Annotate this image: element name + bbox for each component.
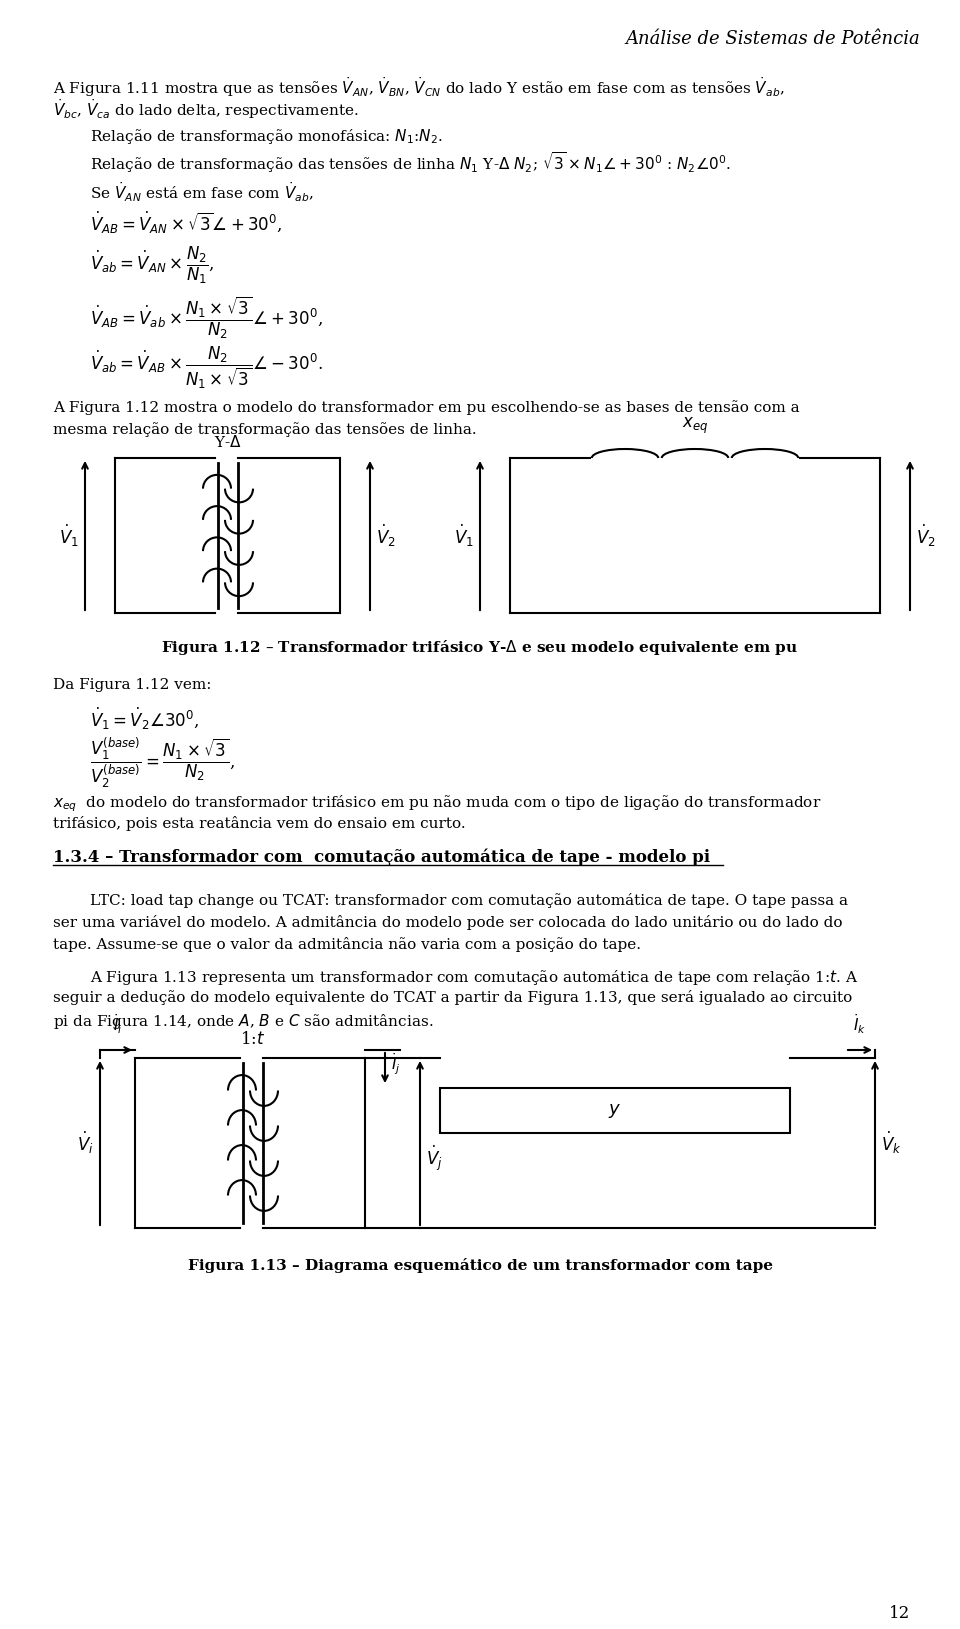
Text: $\dot{V}_{AB}=\dot{V}_{ab}\times\dfrac{N_1\times\sqrt{3}}{N_2}\angle+30^0$,: $\dot{V}_{AB}=\dot{V}_{ab}\times\dfrac{N… [90,295,323,340]
Text: mesma relação de transformação das tensões de linha.: mesma relação de transformação das tensõ… [53,422,476,437]
Text: $\dot{V}_{AB}=\dot{V}_{AN}\times\sqrt{3}\angle+30^0$,: $\dot{V}_{AB}=\dot{V}_{AN}\times\sqrt{3}… [90,210,282,236]
Text: $\dot{V}_{bc}$, $\dot{V}_{ca}$ do lado delta, respectivamente.: $\dot{V}_{bc}$, $\dot{V}_{ca}$ do lado d… [53,98,359,121]
Text: Se $\dot{V}_{AN}$ está em fase com $\dot{V}_{ab}$,: Se $\dot{V}_{AN}$ está em fase com $\dot… [90,179,314,204]
Text: $\dot{V}_{ab}=\dot{V}_{AB}\times\dfrac{N_2}{N_1\times\sqrt{3}}\angle-30^0$.: $\dot{V}_{ab}=\dot{V}_{AB}\times\dfrac{N… [90,345,323,391]
Text: $\dot{V}_2$: $\dot{V}_2$ [376,523,396,549]
Text: $\dot{V}_i$: $\dot{V}_i$ [78,1131,94,1157]
Text: Relação de transformação das tensões de linha $N_1$ Y-$\Delta$ $N_2$; $\sqrt{3}\: Relação de transformação das tensões de … [90,150,732,174]
Text: $\dot{V}_k$: $\dot{V}_k$ [881,1131,901,1157]
Text: Análise de Sistemas de Potência: Análise de Sistemas de Potência [625,29,920,47]
Text: Figura 1.13 – Diagrama esquemático de um transformador com tape: Figura 1.13 – Diagrama esquemático de um… [187,1258,773,1272]
Text: $\dot{V}_1$: $\dot{V}_1$ [454,523,474,549]
Text: $x_{eq}$: $x_{eq}$ [682,415,708,437]
Text: 1:$t$: 1:$t$ [240,1031,266,1047]
Text: Figura 1.12 – Transformador trifásico Y-$\Delta$ e seu modelo equivalente em pu: Figura 1.12 – Transformador trifásico Y-… [161,639,799,656]
Text: $\dot{V}_{ab}=\dot{V}_{AN}\times\dfrac{N_2}{N_1}$,: $\dot{V}_{ab}=\dot{V}_{AN}\times\dfrac{N… [90,244,214,287]
Text: ser uma variável do modelo. A admitância do modelo pode ser colocada do lado uni: ser uma variável do modelo. A admitância… [53,915,843,930]
Text: Da Figura 1.12 vem:: Da Figura 1.12 vem: [53,678,211,692]
Text: $\dot{V}_1$: $\dot{V}_1$ [60,523,79,549]
Text: A Figura 1.11 mostra que as tensões $\dot{V}_{AN}$, $\dot{V}_{BN}$, $\dot{V}_{CN: A Figura 1.11 mostra que as tensões $\do… [53,75,784,99]
Text: seguir a dedução do modelo equivalente do TCAT a partir da Figura 1.13, que será: seguir a dedução do modelo equivalente d… [53,990,852,1005]
Text: A Figura 1.12 mostra o modelo do transformador em pu escolhendo-se as bases de t: A Figura 1.12 mostra o modelo do transfo… [53,401,800,415]
Text: $\dot{V}_1=\dot{V}_2\angle30^0$,: $\dot{V}_1=\dot{V}_2\angle30^0$, [90,705,199,731]
Text: 12: 12 [889,1605,910,1622]
Text: trifásico, pois esta reatância vem do ensaio em curto.: trifásico, pois esta reatância vem do en… [53,816,466,831]
Text: $\dot{V}_j$: $\dot{V}_j$ [426,1144,443,1173]
Text: $\dot{I}_k$: $\dot{I}_k$ [853,1012,867,1036]
Text: $\dot{V}_2$: $\dot{V}_2$ [916,523,936,549]
Text: pi da Figura 1.14, onde $A$, $B$ e $C$ são admitâncias.: pi da Figura 1.14, onde $A$, $B$ e $C$ s… [53,1012,434,1031]
Text: Y-$\Delta$: Y-$\Delta$ [214,433,242,450]
Text: A Figura 1.13 representa um transformador com comutação automática de tape com r: A Figura 1.13 representa um transformado… [90,968,858,987]
Text: $x_{eq}$  do modelo do transformador trifásico em pu não muda com o tipo de liga: $x_{eq}$ do modelo do transformador trif… [53,793,822,813]
Text: $\dfrac{V_1^{(base)}}{V_2^{(base)}}=\dfrac{N_1\times\sqrt{3}}{N_2}$,: $\dfrac{V_1^{(base)}}{V_2^{(base)}}=\dfr… [90,736,235,790]
Text: tape. Assume-se que o valor da admitância não varia com a posição do tape.: tape. Assume-se que o valor da admitânci… [53,937,641,951]
Text: Relação de transformação monofásica: $N_1$:$N_2$.: Relação de transformação monofásica: $N_… [90,127,443,147]
Text: $\dot{I}_j$: $\dot{I}_j$ [391,1051,400,1077]
Text: 1.3.4 – Transformador com  comutação automática de tape - modelo pi: 1.3.4 – Transformador com comutação auto… [53,849,710,865]
Bar [440,1088,790,1134]
Text: $\dot{I}_i$: $\dot{I}_i$ [112,1012,122,1036]
Text: LTC: load tap change ou TCAT: transformador com comutação automática de tape. O : LTC: load tap change ou TCAT: transforma… [90,893,848,907]
Text: $y$: $y$ [609,1101,622,1119]
